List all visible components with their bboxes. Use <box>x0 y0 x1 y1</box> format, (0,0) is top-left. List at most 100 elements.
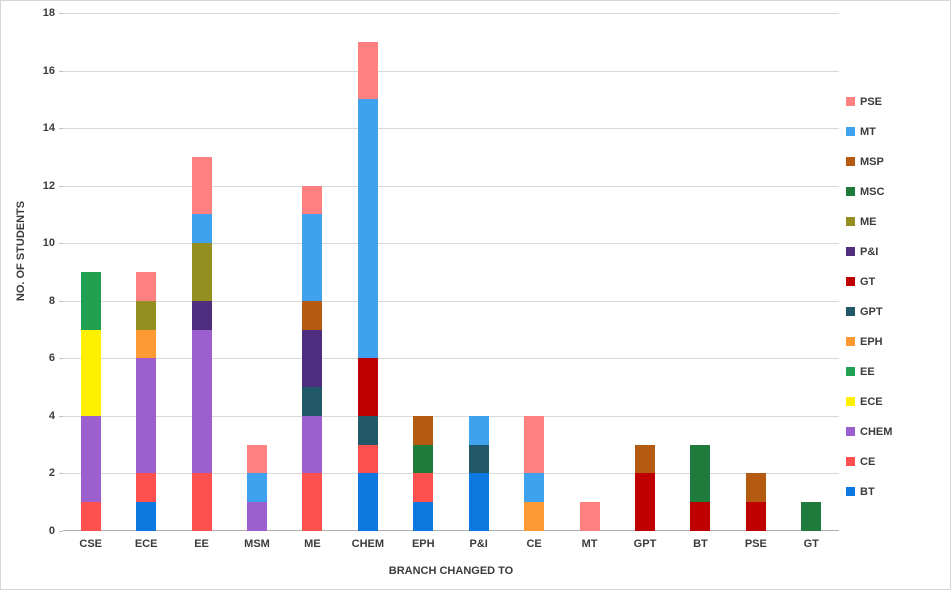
y-tick-mark <box>59 70 63 72</box>
legend-swatch <box>846 157 855 166</box>
bar-segment <box>413 444 434 474</box>
bar-segment <box>413 473 434 503</box>
y-tick-label: 16 <box>42 64 55 77</box>
gridline <box>63 13 839 14</box>
bar-segment <box>745 473 766 503</box>
legend-item: CE <box>846 453 946 470</box>
legend-item: MSC <box>846 183 946 200</box>
legend-label: GT <box>860 275 876 288</box>
gridline <box>63 185 839 187</box>
y-tick-label: 6 <box>48 352 55 365</box>
legend-item: ME <box>846 213 946 230</box>
y-tick-mark <box>59 300 63 302</box>
x-tick-label: P&I <box>469 538 488 550</box>
x-tick-label: EE <box>194 538 209 550</box>
legend-swatch <box>846 97 855 106</box>
y-tick-mark <box>59 531 63 532</box>
bar-segment <box>302 214 323 301</box>
bar-segment <box>247 444 267 474</box>
legend-item: CHEM <box>846 423 946 440</box>
bar-segment <box>247 502 267 531</box>
gridline <box>63 128 839 130</box>
bar-segment <box>191 214 212 244</box>
y-tick-mark <box>59 185 63 187</box>
legend-item: P&I <box>846 243 946 260</box>
bar-segment <box>302 473 323 531</box>
bar-segment <box>191 473 212 531</box>
legend-swatch <box>846 397 855 406</box>
x-tick-label: CSE <box>79 538 103 550</box>
y-tick-label: 18 <box>42 7 55 19</box>
legend-label: MT <box>860 125 876 138</box>
bar-segment <box>80 272 101 330</box>
legend-swatch <box>846 217 855 226</box>
gridline <box>63 243 839 245</box>
bar-segment <box>136 272 157 301</box>
legend-item: PSE <box>846 93 946 110</box>
bar-segment <box>357 415 378 445</box>
y-tick-label: 8 <box>48 294 55 307</box>
y-tick-label: 2 <box>48 467 55 480</box>
bar-segment <box>524 502 545 531</box>
bar-segment <box>302 387 323 416</box>
y-tick-label: 14 <box>42 122 55 135</box>
bar-segment <box>524 473 545 503</box>
gridline <box>63 300 839 302</box>
x-axis-title: BRANCH CHANGED TO <box>388 565 514 577</box>
bar-segment <box>191 300 212 330</box>
x-tick-label: BT <box>693 538 708 550</box>
bar-segment <box>579 502 600 531</box>
bar-segment <box>357 99 378 359</box>
legend-swatch <box>846 247 855 256</box>
bar-segment <box>635 444 655 474</box>
legend-swatch <box>846 187 855 196</box>
x-tick-label: CE <box>526 538 542 550</box>
bar-segment <box>357 444 378 474</box>
x-tick-label: MSM <box>244 538 270 550</box>
x-axis-line <box>63 530 839 531</box>
legend-label: BT <box>860 485 875 498</box>
bar-segment <box>801 502 822 531</box>
bar-segment <box>136 329 157 359</box>
gridline <box>63 415 839 417</box>
bar-segment <box>247 473 267 503</box>
gridline <box>63 358 839 360</box>
y-tick-mark <box>59 243 63 245</box>
x-tick-label: EPH <box>411 538 435 550</box>
bar-segment <box>468 444 489 474</box>
gridline <box>63 473 839 475</box>
legend-item: GPT <box>846 303 946 320</box>
legend-swatch <box>846 277 855 286</box>
legend-item: EE <box>846 363 946 380</box>
bar-segment <box>191 243 212 301</box>
y-tick-label: 0 <box>48 525 55 537</box>
legend-label: EPH <box>860 335 883 348</box>
bar-segment <box>302 300 323 330</box>
legend-item: ECE <box>846 393 946 410</box>
legend-swatch <box>846 337 855 346</box>
bar-segment <box>302 185 323 215</box>
x-tick-label: PSE <box>744 538 767 550</box>
y-tick-mark <box>59 13 63 14</box>
x-tick-label: ME <box>304 538 321 550</box>
legend-label: CE <box>860 455 876 468</box>
legend-label: P&I <box>860 245 879 258</box>
bar-segment <box>468 473 489 531</box>
bar-segment <box>191 156 212 215</box>
x-tick-label: GT <box>803 538 819 550</box>
bar-segment <box>413 415 434 445</box>
x-tick-label: ECE <box>134 538 158 550</box>
y-tick-mark <box>59 358 63 360</box>
legend-label: EE <box>860 365 875 378</box>
bar-segment <box>302 415 323 474</box>
y-tick-mark <box>59 128 63 130</box>
x-tick-label: MT <box>581 538 598 550</box>
bar-segment <box>136 502 157 531</box>
bar-segment <box>136 358 157 474</box>
y-tick-label: 4 <box>48 409 55 422</box>
bar-segment <box>524 415 545 474</box>
legend-item: EPH <box>846 333 946 350</box>
legend-label: ECE <box>860 395 883 408</box>
bar-segment <box>136 300 157 330</box>
